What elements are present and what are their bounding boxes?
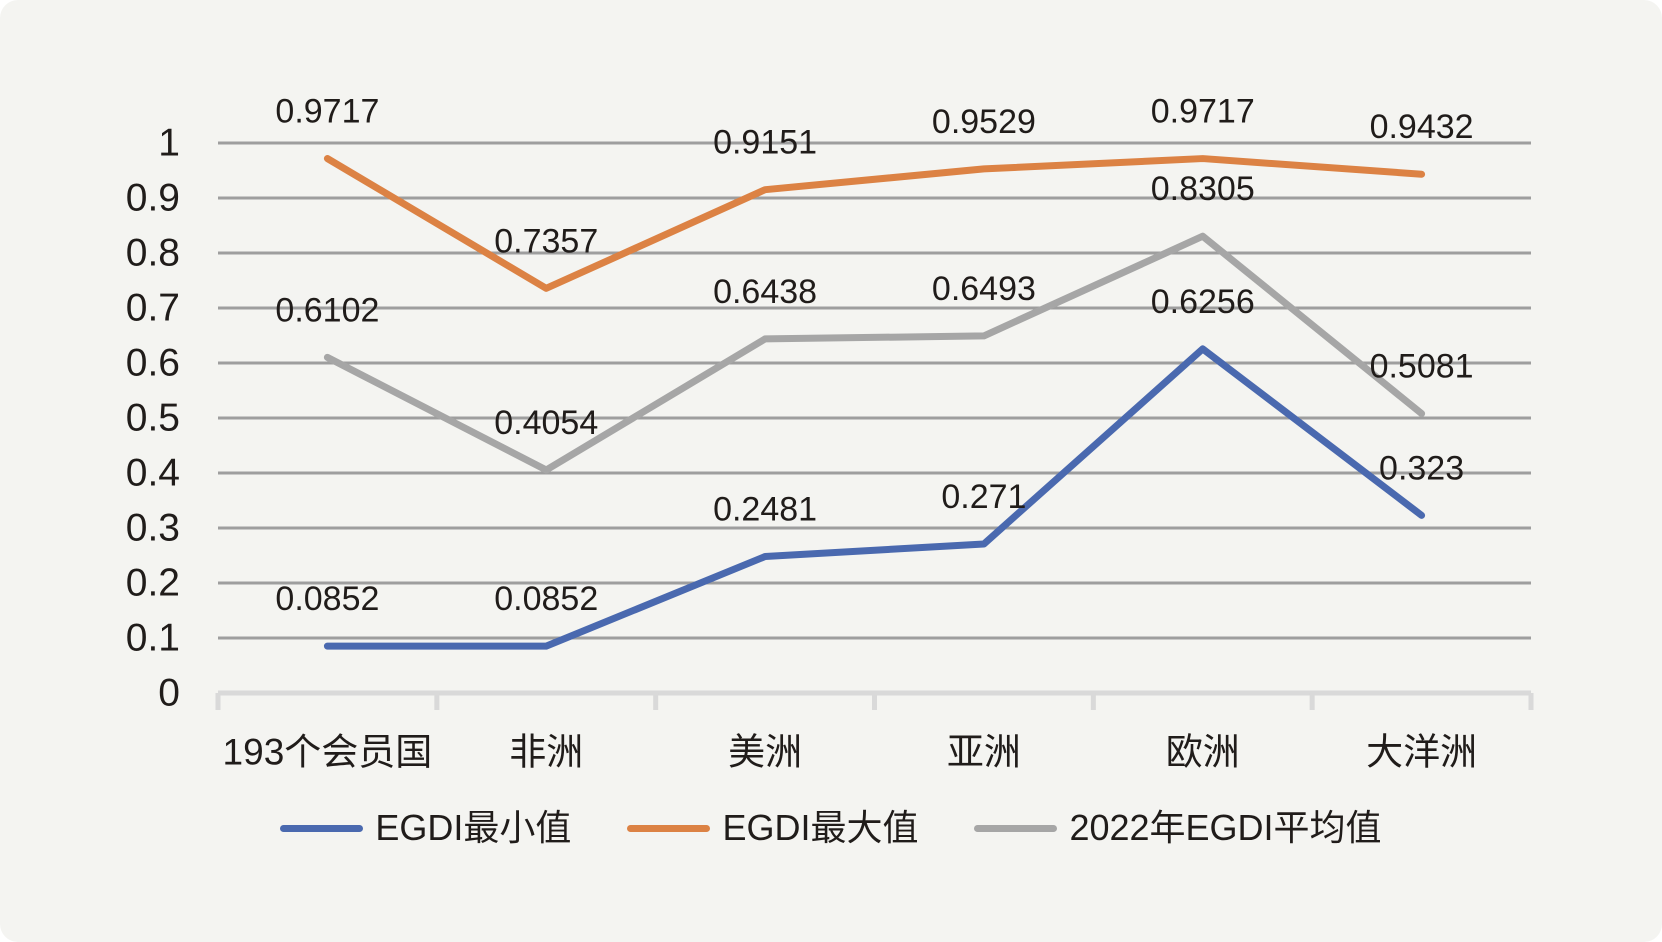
series-line-min	[323, 345, 1426, 650]
y-axis-tick-label: 0.4	[126, 452, 180, 495]
data-label-min: 0.6256	[1151, 283, 1255, 321]
data-label-min: 0.323	[1379, 449, 1464, 487]
y-axis-tick-label: 0.2	[126, 562, 180, 605]
series-line-max	[323, 155, 1426, 292]
x-axis-category-label: 亚洲	[947, 732, 1021, 773]
data-label-avg: 0.6493	[932, 270, 1036, 308]
data-label-max: 0.9151	[713, 124, 817, 162]
y-axis-tick-label: 0.6	[126, 342, 180, 385]
y-axis-tick-label: 0.9	[126, 177, 180, 220]
x-axis-category-label: 美洲	[728, 732, 802, 773]
y-axis-tick-label: 0.7	[126, 287, 180, 330]
data-label-min: 0.0852	[494, 580, 598, 618]
x-axis-category-label: 193个会员国	[223, 732, 433, 773]
data-label-avg: 0.6438	[713, 273, 817, 311]
data-label-min: 0.0852	[275, 580, 379, 618]
data-label-min: 0.271	[941, 478, 1026, 516]
data-label-avg: 0.4054	[494, 404, 598, 442]
data-label-max: 0.9529	[932, 103, 1036, 141]
data-label-max: 0.9717	[275, 93, 379, 131]
data-label-avg: 0.6102	[275, 291, 379, 329]
data-label-max: 0.9432	[1370, 108, 1474, 146]
data-label-max: 0.7357	[494, 222, 598, 260]
series-line-avg	[323, 232, 1426, 474]
y-axis-tick-label: 0.3	[126, 507, 180, 550]
x-axis-category-label: 非洲	[509, 732, 583, 773]
y-axis-tick-label: 0.1	[126, 617, 180, 660]
y-axis-tick-label: 0.5	[126, 397, 180, 440]
data-label-avg: 0.8305	[1151, 170, 1255, 208]
y-axis-tick-label: 0.8	[126, 232, 180, 275]
data-label-min: 0.2481	[713, 491, 817, 529]
x-axis-category-label: 大洋洲	[1366, 732, 1477, 773]
y-axis-tick-label: 0	[158, 672, 180, 715]
y-axis-tick-label: 1	[158, 122, 180, 165]
data-label-max: 0.9717	[1151, 93, 1255, 131]
x-axis-category-label: 欧洲	[1166, 732, 1240, 773]
data-label-avg: 0.5081	[1370, 348, 1474, 386]
